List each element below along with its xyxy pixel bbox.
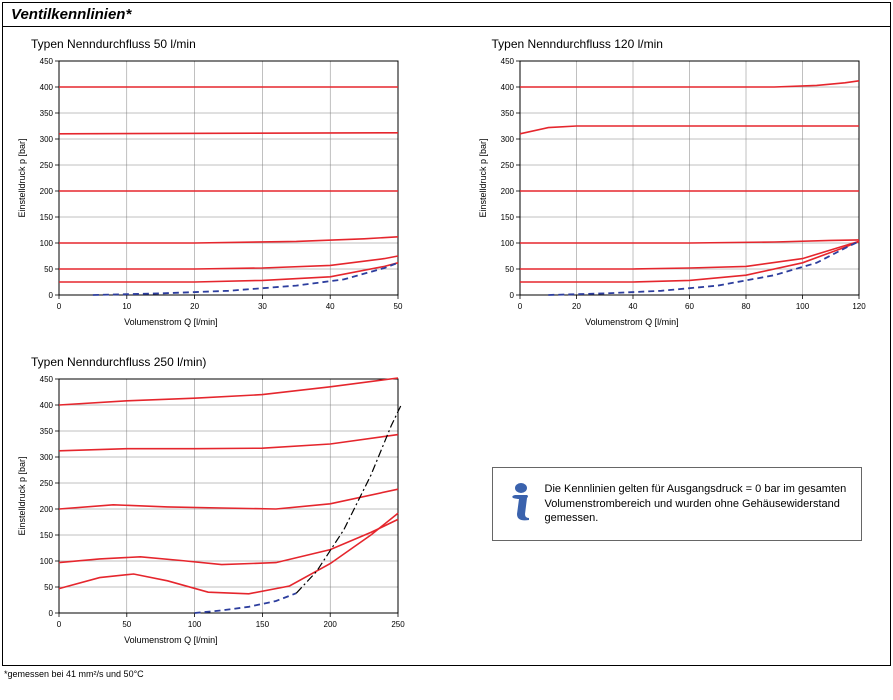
document-frame: Ventilkennlinien* Typen Nenndurchfluss 5… — [2, 2, 891, 666]
svg-text:150: 150 — [40, 531, 54, 540]
svg-text:40: 40 — [628, 302, 637, 311]
chart-block-120: Typen Nenndurchfluss 120 l/min 0 50 100 150… — [472, 37, 883, 335]
svg-text:400: 400 — [500, 83, 514, 92]
svg-text:250: 250 — [391, 620, 405, 629]
svg-text:450: 450 — [40, 375, 54, 384]
svg-text:Einstelldruck p [bar]: Einstelldruck p [bar] — [17, 138, 27, 217]
svg-text:350: 350 — [40, 427, 54, 436]
svg-text:200: 200 — [324, 620, 338, 629]
svg-text:400: 400 — [40, 401, 54, 410]
svg-text:80: 80 — [741, 302, 750, 311]
svg-text:Volumenstrom Q [l/min]: Volumenstrom Q [l/min] — [124, 317, 218, 327]
info-text: Die Kennlinien gelten für Ausgangsdruck … — [545, 482, 847, 527]
svg-text:Einstelldruck p [bar]: Einstelldruck p [bar] — [17, 456, 27, 535]
svg-text:450: 450 — [40, 57, 54, 66]
svg-text:50: 50 — [44, 265, 53, 274]
svg-text:300: 300 — [40, 135, 54, 144]
svg-text:250: 250 — [500, 161, 514, 170]
svg-text:400: 400 — [40, 83, 54, 92]
info-box: Die Kennlinien gelten für Ausgangsdruck … — [492, 467, 862, 542]
svg-text:250: 250 — [40, 161, 54, 170]
svg-text:250: 250 — [40, 479, 54, 488]
svg-text:150: 150 — [256, 620, 270, 629]
svg-text:200: 200 — [500, 187, 514, 196]
svg-text:450: 450 — [500, 57, 514, 66]
svg-text:20: 20 — [572, 302, 581, 311]
chart-250: 0 50 100 150 200 250 300 350 400 450 0 50 100 150 200 2… — [11, 373, 406, 653]
svg-text:100: 100 — [40, 239, 54, 248]
svg-text:200: 200 — [40, 187, 54, 196]
svg-text:100: 100 — [188, 620, 202, 629]
svg-text:0: 0 — [509, 291, 514, 300]
svg-text:100: 100 — [795, 302, 809, 311]
svg-text:0: 0 — [57, 620, 62, 629]
svg-text:50: 50 — [505, 265, 514, 274]
svg-text:300: 300 — [40, 453, 54, 462]
svg-text:0: 0 — [517, 302, 522, 311]
svg-text:120: 120 — [852, 302, 866, 311]
svg-text:0: 0 — [49, 609, 54, 618]
chart-title-50: Typen Nenndurchfluss 50 l/min — [31, 37, 422, 51]
svg-text:40: 40 — [326, 302, 335, 311]
chart-50: 0 50 100 150 200 250 300 350 400 450 0 10 20 30 40 50 Ei… — [11, 55, 406, 335]
svg-text:50: 50 — [394, 302, 403, 311]
svg-text:300: 300 — [500, 135, 514, 144]
svg-text:100: 100 — [500, 239, 514, 248]
svg-text:350: 350 — [500, 109, 514, 118]
svg-text:150: 150 — [500, 213, 514, 222]
svg-text:60: 60 — [685, 302, 694, 311]
svg-text:Volumenstrom Q [l/min]: Volumenstrom Q [l/min] — [585, 317, 679, 327]
svg-text:150: 150 — [40, 213, 54, 222]
svg-text:50: 50 — [44, 583, 53, 592]
svg-text:0: 0 — [57, 302, 62, 311]
content-grid: Typen Nenndurchfluss 50 l/min 0501001502… — [3, 27, 890, 665]
svg-text:50: 50 — [122, 620, 131, 629]
svg-text:Volumenstrom Q [l/min]: Volumenstrom Q [l/min] — [124, 635, 218, 645]
chart-block-250: Typen Nenndurchfluss 250 l/min) 0 50 100 15… — [11, 355, 422, 653]
info-cell: Die Kennlinien gelten für Ausgangsdruck … — [472, 355, 883, 653]
info-icon — [507, 482, 535, 522]
chart-block-50: Typen Nenndurchfluss 50 l/min 0501001502… — [11, 37, 422, 335]
svg-text:350: 350 — [40, 109, 54, 118]
chart-120: 0 50 100 150 200 250 300 350 400 450 0 20 40 60 80 100 1… — [472, 55, 867, 335]
svg-text:0: 0 — [49, 291, 54, 300]
chart-title-120: Typen Nenndurchfluss 120 l/min — [492, 37, 883, 51]
chart-title-250: Typen Nenndurchfluss 250 l/min) — [31, 355, 422, 369]
svg-text:Einstelldruck p [bar]: Einstelldruck p [bar] — [478, 138, 488, 217]
page-title: Ventilkennlinien* — [3, 3, 890, 27]
svg-text:200: 200 — [40, 505, 54, 514]
svg-text:10: 10 — [122, 302, 131, 311]
svg-text:20: 20 — [190, 302, 199, 311]
svg-text:100: 100 — [40, 557, 54, 566]
svg-text:30: 30 — [258, 302, 267, 311]
footnote: *gemessen bei 41 mm²/s und 50°C — [4, 669, 893, 679]
